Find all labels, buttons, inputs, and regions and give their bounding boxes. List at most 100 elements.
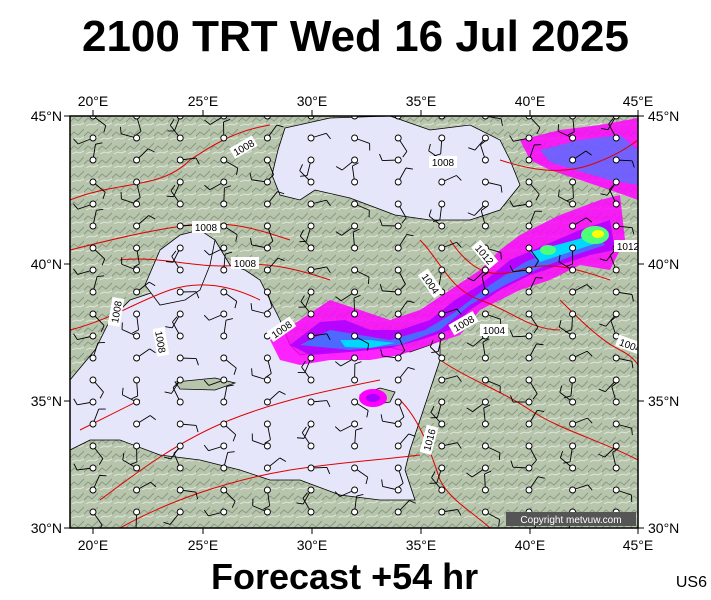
wind-barb-feather bbox=[334, 491, 341, 497]
wind-barb bbox=[441, 116, 443, 117]
station-circle bbox=[220, 288, 228, 296]
wind-barb-feather bbox=[567, 131, 575, 136]
wind-barb-feather bbox=[299, 229, 304, 237]
station-circle bbox=[176, 398, 184, 406]
wind-barb-feather bbox=[367, 343, 370, 351]
station-circle bbox=[612, 464, 620, 472]
wind-barb-feather bbox=[203, 314, 210, 321]
station-circle bbox=[351, 464, 359, 472]
station-circle bbox=[176, 464, 184, 472]
lat-label: 45°N bbox=[31, 108, 62, 124]
wind-barb-feather bbox=[428, 143, 431, 151]
wind-barb-feather bbox=[600, 193, 608, 196]
station-circle bbox=[263, 178, 271, 186]
wind-barb-feather bbox=[534, 260, 540, 267]
wind-barb-feather bbox=[406, 233, 414, 237]
wind-barb-feather bbox=[300, 295, 305, 302]
station-circle bbox=[438, 464, 446, 472]
station-circle bbox=[351, 354, 359, 362]
station-circle bbox=[263, 244, 271, 252]
station-circle bbox=[220, 200, 228, 208]
station-circle bbox=[569, 288, 577, 296]
wind-barb-feather bbox=[531, 459, 537, 466]
station-circle bbox=[89, 486, 97, 494]
lon-label: 40°E bbox=[515, 537, 546, 553]
wind-barb-feather bbox=[325, 133, 331, 140]
wind-barb-feather bbox=[402, 151, 408, 158]
station-circle bbox=[176, 376, 184, 384]
station-circle bbox=[351, 442, 359, 450]
station-circle bbox=[351, 486, 359, 494]
station-circle bbox=[394, 244, 402, 252]
wind-barb-feather bbox=[353, 228, 360, 233]
station-circle bbox=[525, 332, 533, 340]
wind-barb-feather bbox=[366, 410, 369, 418]
wind-barb-feather bbox=[631, 428, 633, 436]
station-circle bbox=[481, 464, 489, 472]
wind-barb-feather bbox=[277, 191, 285, 195]
wind-barb-feather bbox=[264, 439, 271, 444]
isobar-label: 1008 bbox=[195, 223, 218, 234]
wind-barb-feather bbox=[335, 231, 342, 236]
station-circle bbox=[525, 200, 533, 208]
wind-barb-feather bbox=[380, 414, 383, 422]
isobar-label: 1008 bbox=[110, 300, 125, 324]
station-circle bbox=[307, 244, 315, 252]
station-circle bbox=[612, 222, 620, 230]
station-circle bbox=[481, 134, 489, 142]
station-circle bbox=[569, 244, 577, 252]
station-circle bbox=[176, 508, 184, 516]
wind-barb-feather bbox=[430, 405, 435, 413]
lon-label: 35°E bbox=[406, 93, 437, 109]
station-circle bbox=[133, 508, 141, 516]
wind-barb-feather bbox=[558, 189, 560, 197]
wind-barb-feather bbox=[73, 138, 79, 145]
station-circle bbox=[569, 200, 577, 208]
wind-barb-feather bbox=[510, 460, 514, 468]
wind-barb-feather bbox=[95, 142, 103, 145]
wind-barb-feather bbox=[169, 119, 175, 126]
station-circle bbox=[569, 156, 577, 164]
station-circle bbox=[481, 486, 489, 494]
station-circle bbox=[133, 200, 141, 208]
wind-barb-feather bbox=[456, 375, 462, 382]
wind-barb-feather bbox=[457, 509, 462, 516]
lon-label: 45°E bbox=[623, 537, 654, 553]
wind-barb-feather bbox=[559, 450, 564, 458]
wind-barb-feather bbox=[223, 118, 231, 123]
wind-barb-feather bbox=[301, 426, 307, 433]
station-circle bbox=[89, 442, 97, 450]
wind-barb-feather bbox=[586, 350, 593, 357]
station-circle bbox=[176, 354, 184, 362]
wind-barb-feather bbox=[587, 417, 593, 424]
station-circle bbox=[612, 486, 620, 494]
wind-barb-feather bbox=[532, 393, 538, 400]
station-circle bbox=[133, 156, 141, 164]
station-circle bbox=[133, 398, 141, 406]
station-circle bbox=[438, 178, 446, 186]
wind-barb-feather bbox=[608, 118, 614, 125]
wind-barb-feather bbox=[409, 500, 416, 504]
station-circle bbox=[394, 310, 402, 318]
lat-label: 35°N bbox=[31, 393, 62, 409]
wind-barb-feather bbox=[73, 203, 79, 210]
station-circle bbox=[263, 310, 271, 318]
station-circle bbox=[263, 398, 271, 406]
station-circle bbox=[438, 398, 446, 406]
wind-barb-feather bbox=[249, 172, 252, 180]
lon-label: 30°E bbox=[297, 537, 328, 553]
station-circle bbox=[438, 332, 446, 340]
station-circle bbox=[351, 420, 359, 428]
station-circle bbox=[263, 464, 271, 472]
wind-barb-feather bbox=[130, 461, 138, 466]
wind-barb-feather bbox=[566, 197, 574, 202]
station-circle bbox=[481, 266, 489, 274]
station-circle bbox=[220, 134, 228, 142]
wind-barb-feather bbox=[277, 257, 285, 262]
wind-barb-feather bbox=[379, 284, 383, 292]
station-circle bbox=[569, 442, 577, 450]
wind-barb-feather bbox=[354, 361, 362, 365]
wind-barb-feather bbox=[235, 234, 238, 242]
wind-barb-feather bbox=[586, 284, 593, 290]
